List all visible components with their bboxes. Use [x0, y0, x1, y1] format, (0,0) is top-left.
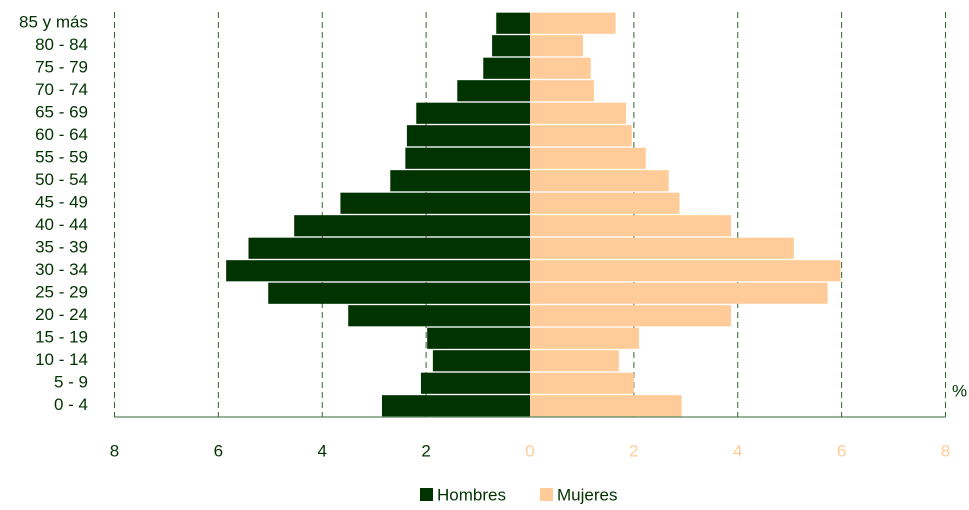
bar [348, 305, 530, 327]
x-tick-label: 8 [110, 441, 119, 460]
bar [530, 237, 794, 259]
bar [483, 57, 530, 79]
x-tick-label: 6 [214, 441, 223, 460]
bar [457, 80, 530, 102]
legend-label: Mujeres [557, 485, 617, 504]
bar [530, 12, 616, 34]
bar [530, 125, 632, 147]
bar [492, 35, 530, 57]
bar [530, 192, 680, 214]
bar [420, 372, 530, 394]
bar [530, 215, 731, 237]
legend-swatch [540, 488, 553, 501]
bar [427, 327, 530, 349]
bar [496, 12, 530, 34]
x-tick-label: 8 [941, 441, 950, 460]
y-tick-label: 40 - 44 [35, 215, 88, 234]
bar [530, 372, 634, 394]
y-tick-label: 30 - 34 [35, 260, 88, 279]
y-tick-label: 55 - 59 [35, 148, 88, 167]
x-tick-label: 6 [837, 441, 846, 460]
bar [530, 327, 640, 349]
legend-swatch [420, 488, 433, 501]
bar [340, 192, 530, 214]
bar [432, 350, 530, 372]
x-unit: % [952, 381, 967, 400]
bar [530, 395, 682, 417]
y-tick-label: 80 - 84 [35, 35, 88, 54]
x-tick-label: 2 [421, 441, 430, 460]
bar [530, 260, 841, 282]
y-tick-label: 75 - 79 [35, 58, 88, 77]
x-tick-label: 0 [525, 441, 534, 460]
bar [530, 350, 619, 372]
bar [381, 395, 530, 417]
y-tick-label: 5 - 9 [54, 373, 88, 392]
bar [248, 237, 530, 259]
bar [294, 215, 530, 237]
y-tick-label: 70 - 74 [35, 80, 88, 99]
x-tick-label: 4 [318, 441, 327, 460]
y-tick-label: 60 - 64 [35, 125, 88, 144]
bar [530, 35, 583, 57]
y-tick-label: 15 - 19 [35, 328, 88, 347]
y-tick-label: 0 - 4 [54, 395, 88, 414]
bar [226, 260, 530, 282]
bar [530, 305, 731, 327]
legend-label: Hombres [437, 485, 506, 504]
bar [530, 102, 627, 124]
bar [530, 57, 591, 79]
y-tick-label: 45 - 49 [35, 193, 88, 212]
y-tick-label: 10 - 14 [35, 350, 88, 369]
bar [530, 170, 669, 192]
x-tick-label: 4 [733, 441, 742, 460]
bar [416, 102, 530, 124]
bar [268, 282, 530, 304]
y-tick-label: 20 - 24 [35, 305, 88, 324]
bar [406, 125, 530, 147]
y-tick-label: 65 - 69 [35, 103, 88, 122]
bar [530, 147, 646, 169]
y-tick-label: 50 - 54 [35, 170, 88, 189]
y-tick-label: 35 - 39 [35, 238, 88, 257]
y-tick-label: 25 - 29 [35, 283, 88, 302]
x-tick-label: 2 [629, 441, 638, 460]
bar [390, 170, 530, 192]
bar [530, 282, 828, 304]
y-tick-label: 85 y más [19, 13, 88, 32]
bar [405, 147, 530, 169]
bar [530, 80, 594, 102]
